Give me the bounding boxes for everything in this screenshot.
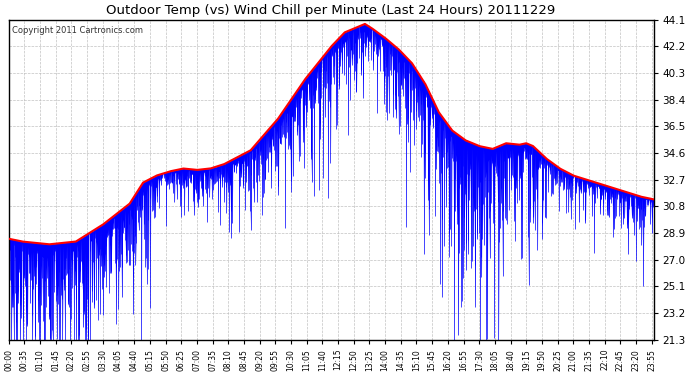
Title: Outdoor Temp (vs) Wind Chill per Minute (Last 24 Hours) 20111229: Outdoor Temp (vs) Wind Chill per Minute … <box>106 4 555 17</box>
Text: Copyright 2011 Cartronics.com: Copyright 2011 Cartronics.com <box>12 26 143 35</box>
